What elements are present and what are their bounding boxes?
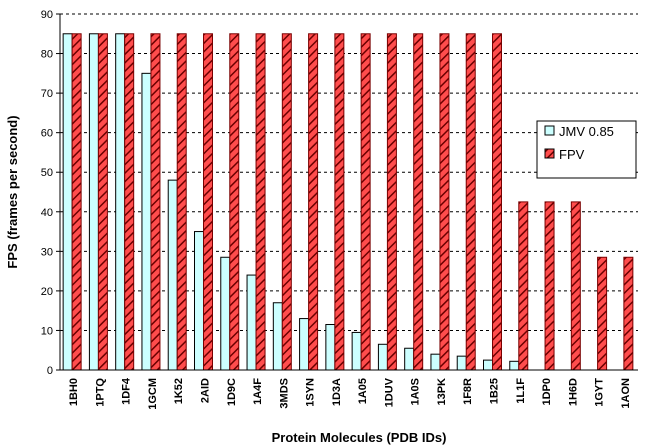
jmv-bar-1duv	[377, 343, 388, 371]
y-tick-label: 20	[41, 286, 53, 298]
x-category-label: 1GCM	[147, 378, 159, 410]
x-category-label: 1SYN	[305, 378, 317, 407]
x-category-label: 1GYT	[594, 378, 606, 407]
x-category-label: 1PTQ	[94, 378, 106, 407]
jmv-bar-1b25	[483, 359, 493, 371]
jmv-bar-1a4f	[246, 274, 257, 371]
y-tick-label: 0	[47, 365, 53, 377]
fpv-bar-1ptq	[97, 33, 108, 371]
x-axis-title: Protein Molecules (PDB IDs)	[272, 430, 447, 445]
fpv-bar-1df4	[124, 33, 135, 371]
x-category-label: 1A05	[357, 378, 369, 404]
y-axis-title: FPS (frames per second)	[5, 115, 20, 268]
jmv-bar-1d3a	[325, 324, 336, 371]
jmv-bar-3mds	[272, 302, 283, 371]
fpv-bar-1duv	[386, 33, 397, 371]
fpv-bar-1k52	[176, 33, 187, 371]
x-category-label: 1B25	[489, 378, 501, 404]
x-category-label: 1L1F	[515, 378, 527, 404]
x-category-label: 1D3A	[331, 378, 343, 406]
fpv-bar-1b25	[492, 33, 502, 371]
axes	[59, 14, 638, 371]
x-category-label: 1D9C	[226, 378, 238, 406]
x-category-label: 1DUV	[383, 377, 395, 407]
jmv-bar-1f8r	[456, 355, 467, 371]
y-tick-label: 90	[41, 9, 53, 21]
legend: JMV 0.85 FPV	[536, 120, 637, 179]
fpv-bar-3mds	[281, 33, 292, 371]
x-category-label: 1DP0	[541, 378, 553, 406]
y-axis-ticks: 0 10 20 30 40 50 60 70 80 90	[41, 9, 60, 377]
fpv-bar-1l1f	[518, 201, 529, 371]
fpv-bar-1bh0	[71, 33, 82, 371]
y-tick-label: 70	[41, 88, 53, 100]
fpv-bar-1gcm	[150, 33, 161, 371]
fpv-bar-1gyt	[597, 256, 608, 371]
fpv-bar-1f8r	[465, 33, 476, 371]
bars	[62, 33, 634, 371]
fpv-bar-2aid	[203, 33, 213, 371]
y-tick-label: 60	[41, 128, 53, 140]
y-tick-label: 10	[41, 325, 53, 337]
fpv-bar-1d3a	[334, 33, 345, 371]
y-tick-label: 80	[41, 49, 53, 61]
x-category-label: 2AID	[200, 378, 212, 403]
jmv-bar-1syn	[299, 318, 310, 371]
legend-label: FPV	[559, 147, 585, 162]
x-category-label: 1DF4	[121, 377, 133, 405]
jmv-bar-1ptq	[88, 33, 99, 371]
fpv-bar-1a0s	[413, 33, 424, 371]
x-category-label: 3MDS	[278, 378, 290, 409]
fpv-bar-1a4f	[255, 33, 266, 371]
jmv-bar-1a0s	[404, 347, 415, 371]
fpv-bar-1h6d	[570, 201, 581, 371]
fpv-bar-1aon	[623, 256, 634, 371]
jmv-bar-1l1f	[509, 360, 520, 371]
jmv-bar-1bh0	[62, 33, 73, 371]
y-tick-label: 50	[41, 167, 53, 179]
x-category-label: 1AON	[620, 378, 632, 409]
legend-swatch-jmv	[544, 125, 555, 136]
legend-label: JMV 0.85	[559, 124, 614, 139]
jmv-bar-13pk	[430, 353, 441, 371]
jmv-bar-1gcm	[141, 72, 152, 371]
legend-swatch-fpv	[544, 148, 555, 159]
x-category-label: 1BH0	[68, 378, 80, 406]
y-tick-label: 40	[41, 207, 53, 219]
x-category-label: 13PK	[436, 378, 448, 406]
jmv-bar-1k52	[167, 179, 178, 371]
fpv-bar-13pk	[439, 33, 450, 371]
fpv-bar-1a05	[360, 33, 371, 371]
y-tick-label: 30	[41, 246, 53, 258]
x-category-label: 1F8R	[462, 378, 474, 405]
x-category-label: 1A0S	[410, 378, 422, 406]
x-category-label: 1A4F	[252, 378, 264, 405]
fpv-bar-1syn	[308, 33, 319, 371]
fpv-bar-1dp0	[544, 201, 555, 371]
jmv-bar-1d9c	[220, 256, 231, 371]
x-category-label: 1H6D	[567, 378, 579, 406]
jmv-bar-1df4	[115, 33, 126, 371]
jmv-bar-1a05	[351, 331, 362, 371]
x-axis-category-labels: 1BH0 1PTQ 1DF4 1GCM 1K52 2AID 1D9C 1A4F 3MDS 1SYN…	[68, 377, 632, 410]
fpv-bar-1d9c	[229, 33, 240, 371]
x-category-label: 1K52	[173, 378, 185, 404]
jmv-bar-2aid	[194, 231, 204, 371]
